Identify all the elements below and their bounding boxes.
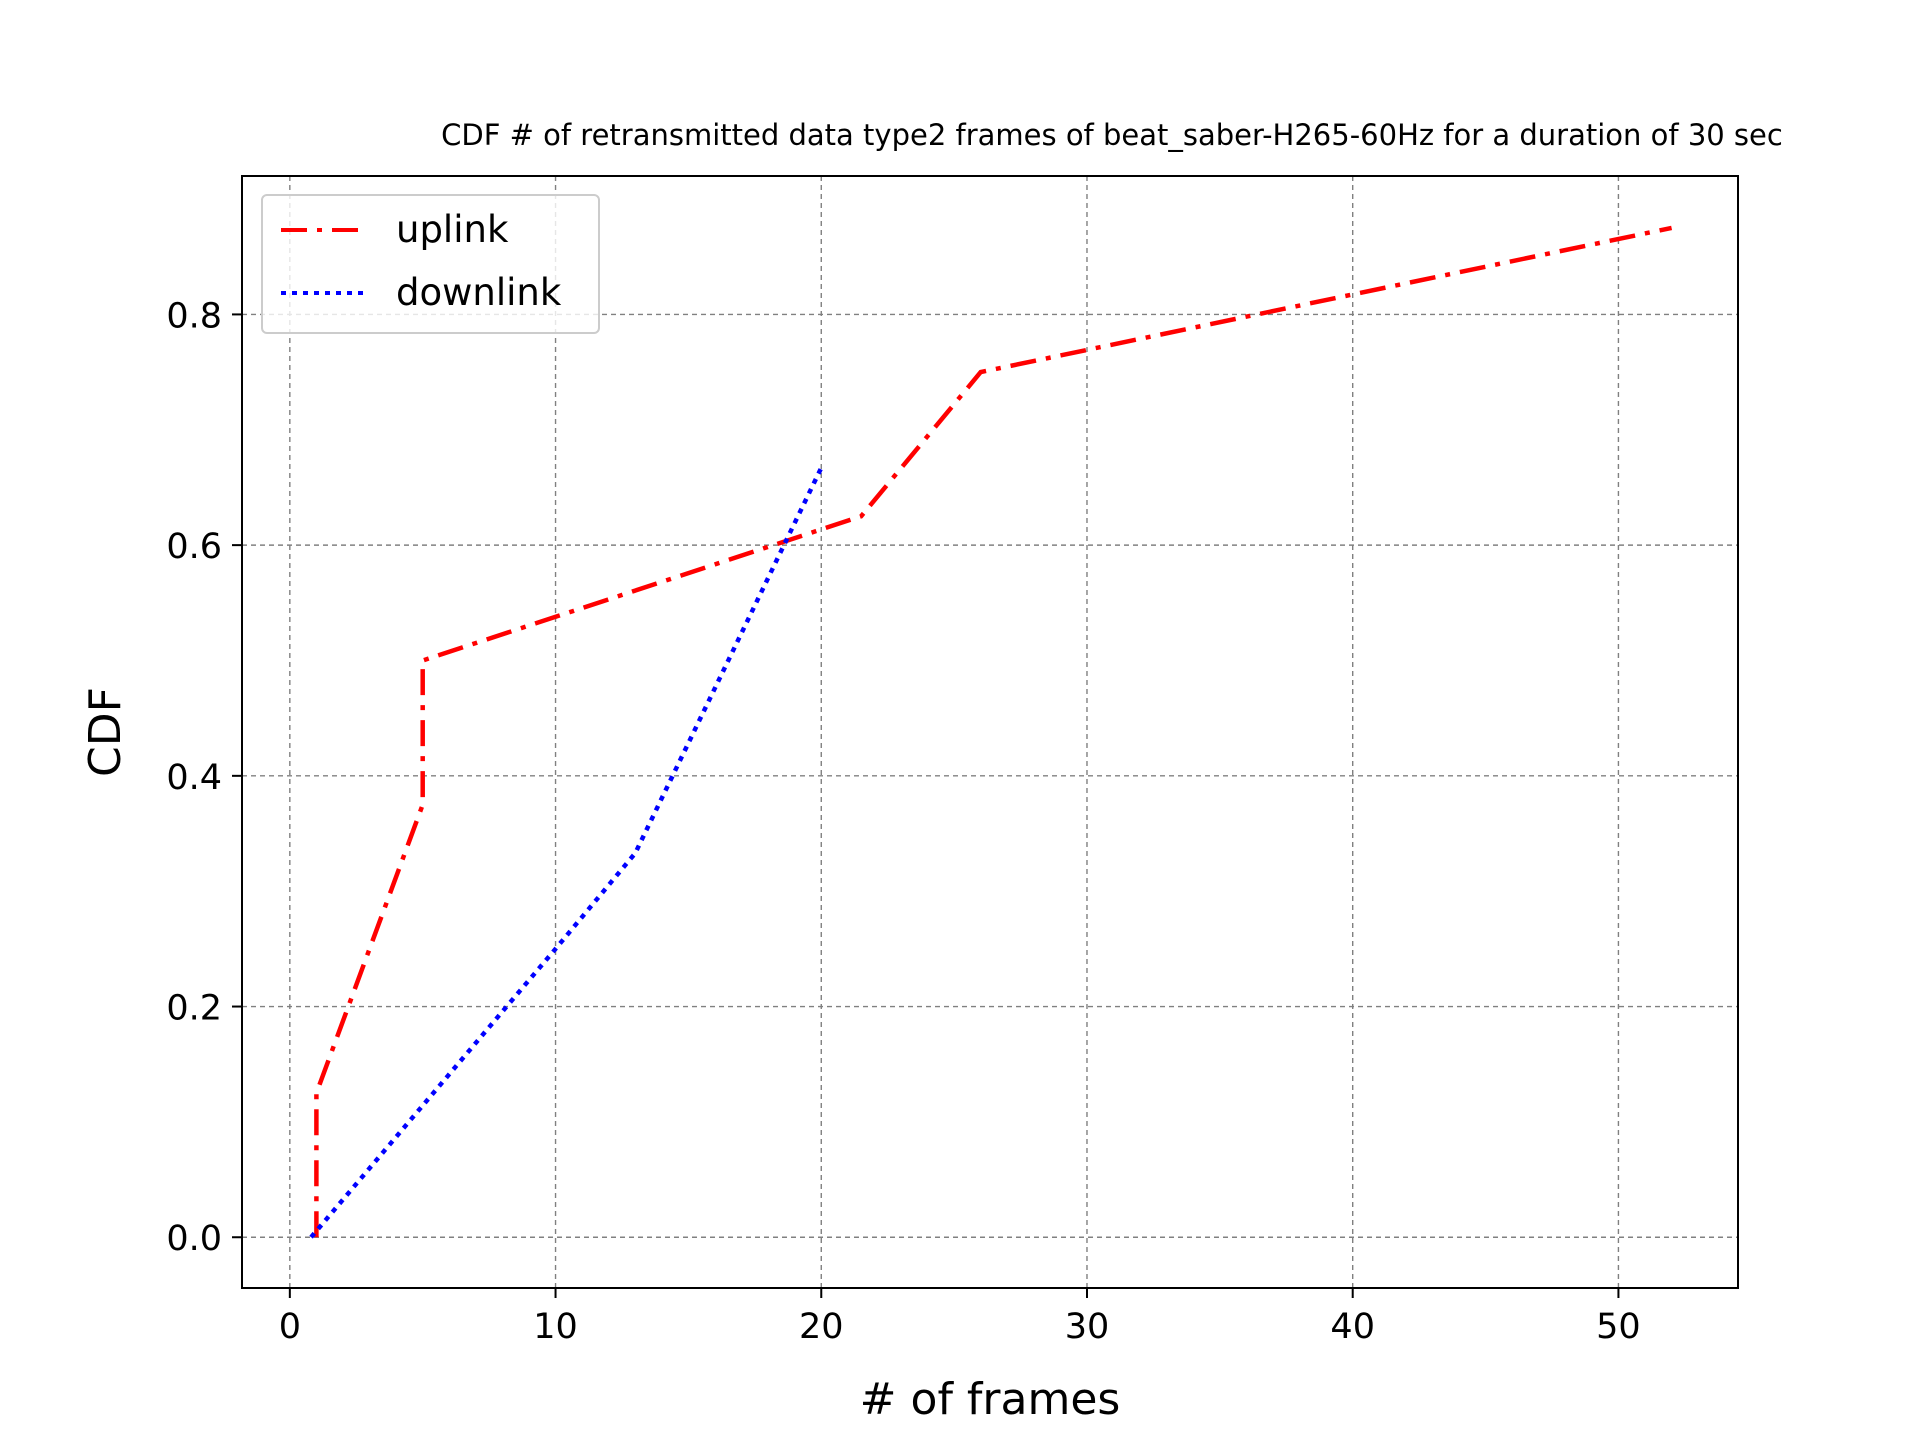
x-tick-label: 10 — [533, 1307, 578, 1347]
x-tick-label: 20 — [799, 1307, 844, 1347]
grid-lines — [242, 176, 1738, 1288]
y-tick-label: 0.2 — [166, 989, 222, 1029]
legend-label-uplink: uplink — [396, 208, 509, 251]
plot-area-frame — [241, 175, 1739, 1289]
axis-ticks: 0 10 20 30 40 50 0.0 0.2 0.4 0.6 0.8 — [166, 296, 1640, 1347]
legend: uplink downlink — [261, 194, 600, 334]
y-tick-label: 0.8 — [166, 296, 222, 336]
series-line-uplink — [314, 225, 1673, 1238]
y-tick-label: 0.4 — [166, 758, 222, 798]
x-tick-label: 40 — [1330, 1307, 1375, 1347]
x-axis-label: # of frames — [860, 1374, 1121, 1425]
y-axis-label: CDF — [80, 687, 131, 777]
x-tick-label: 30 — [1065, 1307, 1110, 1347]
y-tick-label: 0.0 — [166, 1219, 222, 1259]
legend-label-downlink: downlink — [396, 271, 562, 314]
x-tick-label: 0 — [279, 1307, 301, 1347]
x-tick-label: 50 — [1596, 1307, 1641, 1347]
series-lines — [309, 225, 1673, 1239]
chart-title: CDF # of retransmitted data type2 frames… — [441, 118, 1783, 152]
y-tick-label: 0.6 — [166, 527, 222, 567]
series-line-downlink — [309, 466, 824, 1239]
